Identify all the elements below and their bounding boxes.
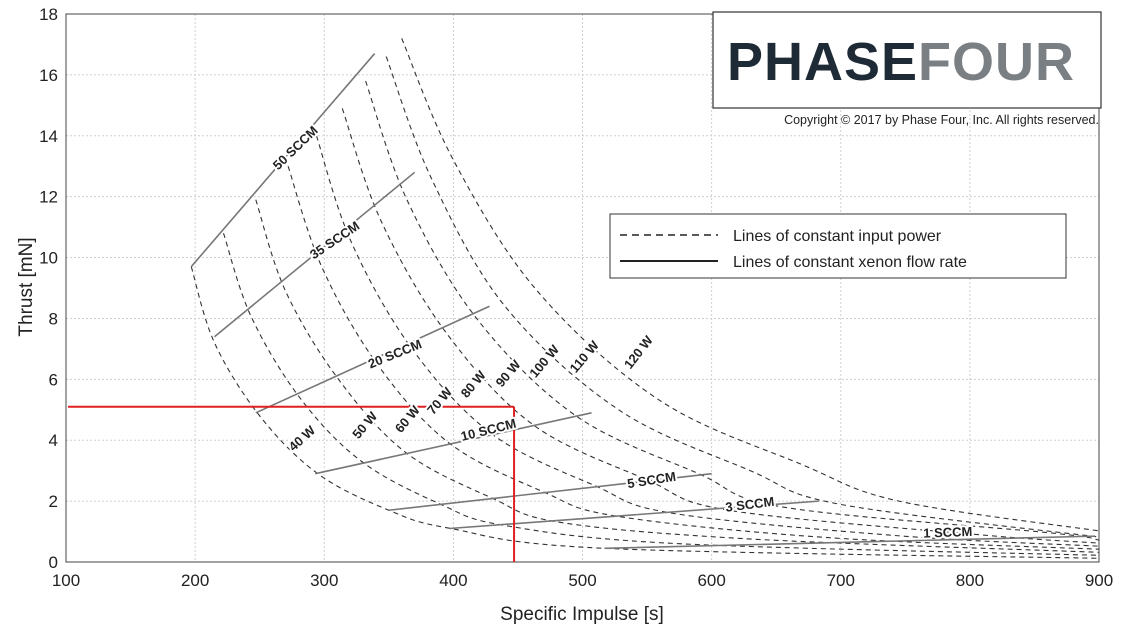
logo-phase: PHASE xyxy=(727,32,918,92)
flow-label-1sccm-halo: 1 SCCM xyxy=(923,524,973,541)
y-tick-label: 6 xyxy=(49,370,58,389)
plot-frame xyxy=(65,13,1100,563)
y-tick-label: 0 xyxy=(49,553,58,572)
y-tick-label: 14 xyxy=(39,127,58,146)
svg-text:PHASEFOUR: PHASEFOUR xyxy=(727,32,1075,92)
y-tick-label: 2 xyxy=(49,492,58,511)
x-tick-label: 300 xyxy=(310,571,338,590)
power-line-70w xyxy=(287,166,1100,550)
power-line-120w xyxy=(401,38,1100,532)
legend-solid-label: Lines of constant xenon flow rate xyxy=(733,254,967,271)
tick-labels: 100 200 300 400 500 600 700 800 900 0 2 4 6 8 10 12 14 16… xyxy=(39,5,1113,590)
y-tick-label: 12 xyxy=(39,188,58,207)
x-tick-label: 200 xyxy=(181,571,209,590)
flow-line-10sccm xyxy=(315,412,592,475)
x-tick-label: 700 xyxy=(827,571,855,590)
x-tick-label: 600 xyxy=(697,571,725,590)
y-tick-label: 4 xyxy=(49,431,58,450)
logo-four: FOUR xyxy=(918,32,1075,92)
power-line-90w xyxy=(341,108,1100,544)
x-tick-label: 800 xyxy=(956,571,984,590)
power-line-100w xyxy=(365,80,1100,541)
x-tick-label: 900 xyxy=(1085,571,1113,590)
x-axis-title: Specific Impulse [s] xyxy=(500,604,664,625)
flow-label-3sccm: 3 SCCM xyxy=(725,494,776,515)
flow-line-35sccm xyxy=(213,171,416,338)
y-tick-label: 16 xyxy=(39,66,58,85)
constant-flow-lines xyxy=(190,53,1096,550)
flow-line-50sccm xyxy=(190,53,376,268)
flow-line-1sccm xyxy=(604,535,1096,550)
y-tick-label: 8 xyxy=(49,309,58,328)
flow-line-20sccm xyxy=(255,305,490,414)
grid-lines xyxy=(65,13,1100,563)
x-tick-label: 100 xyxy=(52,571,80,590)
logo-box: PHASEFOUR xyxy=(712,11,1102,109)
legend-dashed-label: Lines of constant input power xyxy=(733,228,942,245)
operating-point-highlight xyxy=(68,405,516,562)
flow-line-5sccm xyxy=(388,472,712,512)
y-axis-title: Thrust [mN] xyxy=(16,237,37,336)
y-tick-label: 10 xyxy=(39,249,58,268)
y-tick-label: 18 xyxy=(39,5,58,24)
x-tick-label: 400 xyxy=(439,571,467,590)
x-tick-label: 500 xyxy=(568,571,596,590)
copyright-text: Copyright © 2017 by Phase Four, Inc. All… xyxy=(784,113,1099,127)
flow-label-1sccm: 1 SCCM xyxy=(923,524,973,541)
power-line-80w xyxy=(315,135,1100,547)
flow-line-3sccm xyxy=(449,500,819,530)
legend: Lines of constant input power Lines of c… xyxy=(609,213,1067,279)
